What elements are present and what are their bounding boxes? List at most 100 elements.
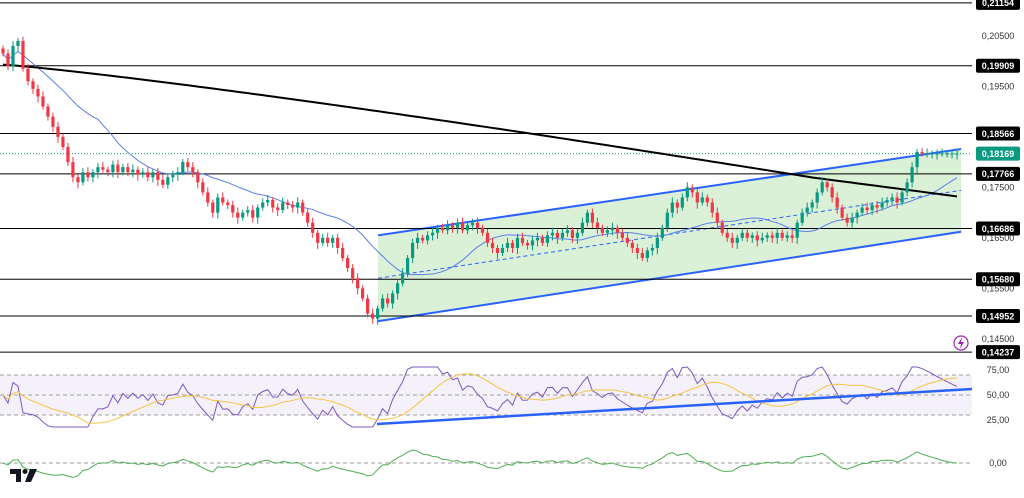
candle[interactable] [655, 232, 659, 255]
candle[interactable] [176, 167, 180, 181]
candle[interactable] [955, 148, 959, 160]
candle[interactable] [580, 217, 585, 236]
candle[interactable] [376, 305, 380, 325]
candle[interactable] [276, 203, 280, 217]
candle[interactable] [96, 163, 100, 179]
candle[interactable] [525, 239, 530, 250]
candle[interactable] [670, 197, 674, 218]
candle[interactable] [71, 157, 75, 183]
candle[interactable] [800, 208, 804, 226]
candle[interactable] [855, 209, 859, 224]
candle[interactable] [585, 209, 590, 227]
candle[interactable] [246, 206, 250, 217]
candle[interactable] [785, 231, 789, 242]
candle[interactable] [620, 228, 624, 241]
candle[interactable] [76, 174, 80, 189]
candle[interactable] [775, 227, 779, 244]
candle[interactable] [371, 308, 375, 324]
candle[interactable] [870, 201, 874, 216]
candle[interactable] [66, 142, 70, 167]
candle[interactable] [366, 294, 370, 318]
candle[interactable] [281, 197, 285, 214]
candle[interactable] [151, 169, 155, 183]
candle[interactable] [790, 230, 794, 243]
candle[interactable] [820, 177, 824, 196]
candle[interactable] [825, 179, 829, 192]
candle[interactable] [131, 164, 135, 178]
candle[interactable] [570, 227, 575, 243]
candle[interactable] [530, 236, 535, 251]
candle[interactable] [381, 294, 385, 312]
candle[interactable] [61, 133, 65, 150]
candle[interactable] [211, 199, 215, 218]
candle[interactable] [181, 159, 185, 176]
candle[interactable] [81, 168, 85, 186]
candle[interactable] [485, 228, 490, 247]
candle[interactable] [685, 182, 689, 202]
candle[interactable] [710, 198, 714, 218]
candle[interactable] [895, 192, 899, 209]
candle[interactable] [830, 183, 834, 203]
candle[interactable] [86, 167, 90, 182]
candle[interactable] [106, 166, 110, 177]
candle[interactable] [251, 205, 255, 223]
candle[interactable] [625, 232, 629, 247]
candle[interactable] [675, 199, 679, 214]
candle[interactable] [231, 200, 235, 218]
candle[interactable] [21, 36, 25, 72]
candle[interactable] [720, 219, 724, 236]
candle[interactable] [420, 234, 425, 244]
candle[interactable] [695, 188, 699, 209]
candle[interactable] [286, 199, 290, 210]
rsi-line[interactable] [2, 366, 958, 428]
candle[interactable] [321, 233, 325, 246]
candle[interactable] [845, 213, 849, 227]
candle[interactable] [296, 197, 300, 214]
candle[interactable] [880, 197, 884, 211]
candle[interactable] [435, 224, 440, 239]
candle[interactable] [630, 239, 634, 253]
candle[interactable] [356, 273, 360, 295]
candle[interactable] [41, 91, 45, 110]
candle[interactable] [795, 219, 799, 244]
candle[interactable] [450, 222, 455, 233]
candle[interactable] [26, 63, 30, 86]
candle[interactable] [920, 147, 924, 157]
candle[interactable] [301, 199, 305, 216]
candle[interactable] [730, 232, 734, 248]
candle[interactable] [725, 228, 729, 242]
candle[interactable] [261, 198, 265, 211]
oscillator-line[interactable] [2, 449, 958, 478]
candle[interactable] [51, 112, 55, 132]
candle[interactable] [391, 290, 395, 309]
candle[interactable] [605, 226, 609, 237]
candle[interactable] [645, 247, 649, 263]
candle[interactable] [550, 227, 555, 241]
candle[interactable] [490, 237, 495, 253]
candle[interactable] [540, 234, 545, 246]
candle[interactable] [680, 193, 684, 211]
candle[interactable] [111, 160, 115, 178]
candle[interactable] [915, 148, 919, 174]
candle[interactable] [905, 178, 909, 197]
candle[interactable] [575, 228, 580, 244]
candle[interactable] [236, 207, 240, 224]
candle[interactable] [770, 231, 774, 243]
candle[interactable] [11, 40, 15, 72]
candle[interactable] [191, 162, 195, 178]
candle[interactable] [690, 184, 694, 198]
candle[interactable] [545, 231, 550, 247]
candle[interactable] [166, 174, 170, 189]
candle[interactable] [595, 217, 600, 234]
candle[interactable] [755, 231, 759, 247]
candle[interactable] [890, 193, 894, 206]
candle[interactable] [241, 209, 245, 221]
candle[interactable] [750, 232, 754, 243]
candle[interactable] [266, 194, 270, 207]
candle[interactable] [221, 192, 225, 206]
candle[interactable] [425, 231, 430, 245]
candle[interactable] [171, 170, 175, 183]
candle[interactable] [410, 238, 415, 264]
candle[interactable] [440, 223, 445, 234]
